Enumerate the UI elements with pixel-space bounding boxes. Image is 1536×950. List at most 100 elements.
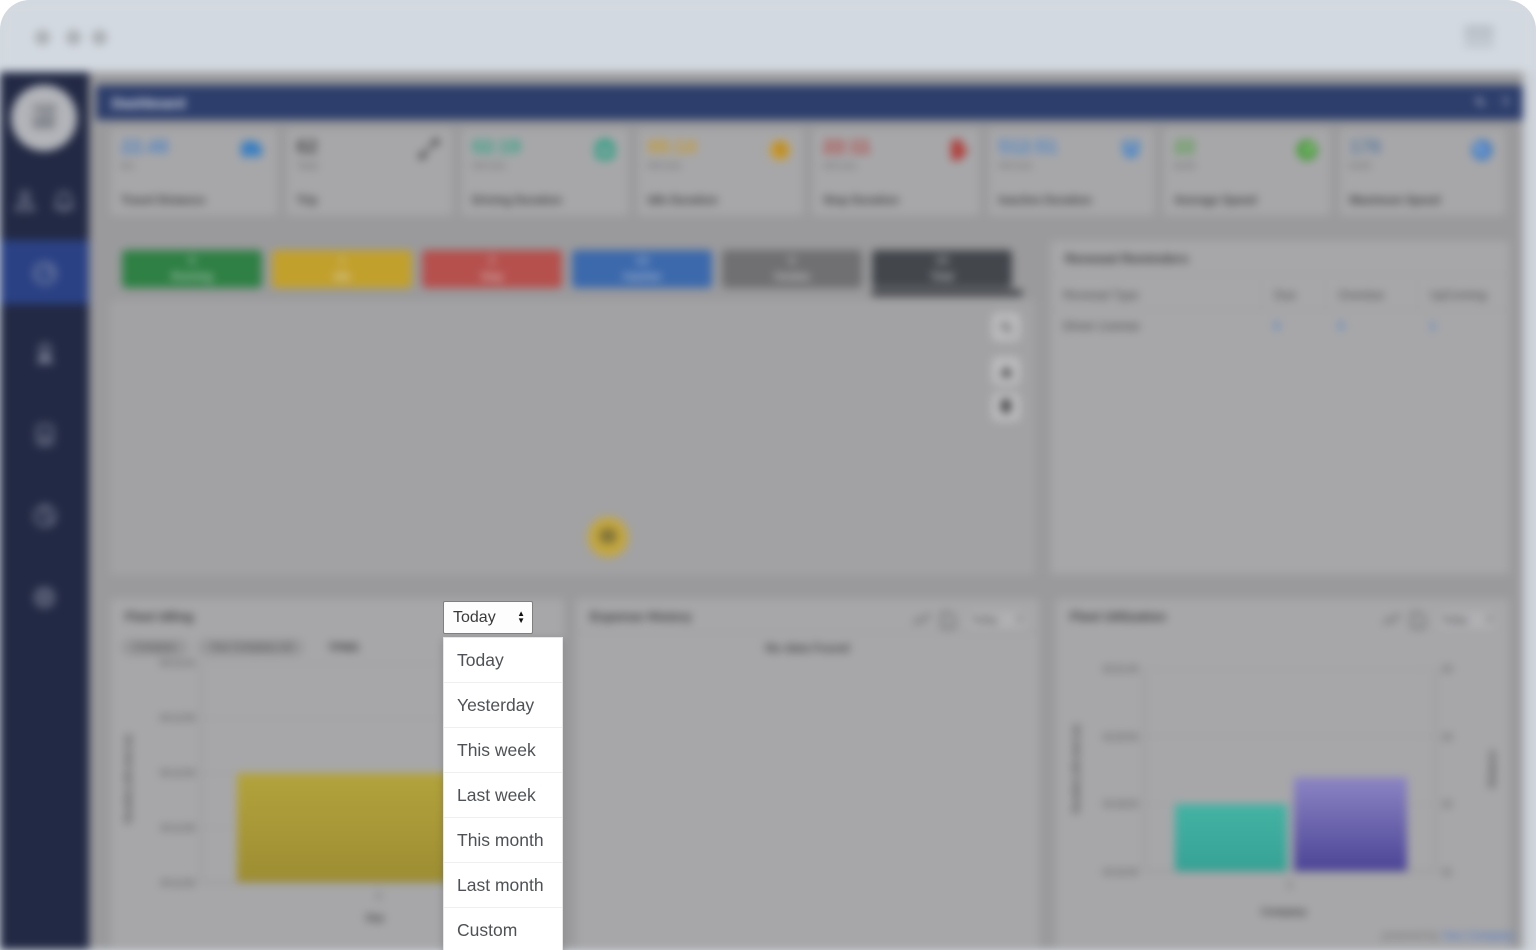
pie-chart-icon: [33, 505, 56, 527]
stat-value: 22: [1174, 137, 1196, 158]
steering-wheel-icon: [593, 139, 616, 161]
col-renewal-type: Renewal Type: [1051, 281, 1263, 310]
status-label: Idle: [333, 271, 351, 283]
option-last-month[interactable]: Last month: [444, 863, 562, 908]
col-overdue: Overdue: [1325, 281, 1418, 310]
sidebar-item-device[interactable]: [0, 403, 89, 467]
option-today[interactable]: Today: [444, 638, 562, 683]
status-label: Nodata: [774, 271, 810, 283]
gridline: [1145, 736, 1435, 738]
due-count-link[interactable]: 0: [1273, 319, 1281, 333]
line-chart-icon[interactable]: [1383, 613, 1401, 627]
breadcrumb-company-ltd[interactable]: Your Company Ltd: [197, 639, 305, 656]
page-title: Dashboard: [112, 94, 186, 111]
renewal-table: Renewal Type Due Overdue UpComing Driver…: [1051, 281, 1509, 342]
stat-unit: km: [121, 161, 135, 172]
stat-label: Driving Duration: [472, 195, 563, 207]
sidebar-item-settings[interactable]: [0, 565, 89, 629]
option-this-month[interactable]: This month: [444, 818, 562, 863]
status-button-inactive[interactable]: 14 Inactive: [572, 250, 712, 288]
status-label: Stop: [480, 271, 504, 283]
option-custom[interactable]: Custom: [457, 920, 518, 940]
y-tick-left: 02:21:40: [1102, 664, 1138, 674]
option-last-week[interactable]: Last week: [444, 773, 562, 818]
overdue-count-link[interactable]: 0: [1337, 319, 1345, 333]
stat-card-inactive-duration: 512:51 HH:mm Inactive Duration: [987, 128, 1155, 216]
upcoming-count-link[interactable]: 1: [1429, 319, 1437, 333]
sidebar-item-dashboard[interactable]: [0, 240, 89, 304]
duration-bar[interactable]: [1175, 803, 1287, 871]
map-canvas[interactable]: [110, 300, 1035, 575]
status-button-nodata[interactable]: 6 Nodata: [722, 250, 862, 288]
arrow-up-icon: [999, 365, 1013, 377]
window-dot-1[interactable]: [35, 30, 50, 45]
stat-card-trip: 62 Total Trip: [285, 128, 453, 216]
y-tick: 00:12:05: [159, 713, 195, 723]
select-spinner-icon: ▲ ▼: [517, 608, 525, 625]
utilization-chart-plot: [1144, 669, 1436, 872]
stat-unit: HH:mm: [998, 161, 1033, 172]
y-tick: 00:12:00: [159, 768, 195, 778]
status-button-idle[interactable]: 1 Idle: [272, 250, 412, 288]
window-titlebar: [0, 0, 1536, 72]
breadcrumb-company[interactable]: Company: [121, 639, 188, 656]
expense-range-select[interactable]: Today ▲ ▼: [965, 608, 1029, 632]
panel-title: Expense History: [590, 609, 692, 624]
expense-history-panel: Expense History Today ▲ ▼ No data Found: [575, 598, 1040, 948]
stat-card-driving-duration: 02:19 HH:mm Driving Duration: [461, 128, 629, 216]
line-chart-icon[interactable]: [913, 613, 931, 627]
powered-by-text: powered by: [1381, 930, 1442, 942]
magnet-icon: [1123, 140, 1139, 158]
idle-icon: [770, 140, 790, 160]
col-upcoming: UpComing: [1417, 281, 1509, 310]
driver-icon: [36, 343, 53, 364]
stat-cards-row: 22.48 km Travel Distance 62 Total: [110, 128, 1506, 216]
map-recenter-button[interactable]: [991, 356, 1021, 386]
truck-icon: [240, 141, 262, 158]
stat-value: 512:51: [998, 137, 1058, 158]
status-button-running[interactable]: 0 Running: [122, 250, 262, 288]
cluster-core: [599, 528, 617, 544]
divider: [576, 632, 1039, 633]
vehicle-cluster-marker[interactable]: [586, 515, 630, 559]
edit-icon[interactable]: ✎: [1474, 94, 1486, 110]
status-count: 1: [338, 254, 346, 267]
option-this-week[interactable]: This week: [444, 728, 562, 773]
bell-icon[interactable]: [51, 187, 77, 213]
company-logo[interactable]: YOUR LOGO HERE: [11, 85, 77, 151]
stat-unit: HH:mm: [472, 161, 506, 172]
y-axis-label-left: Duration (hh:mm:ss): [1071, 724, 1081, 814]
status-button-stop[interactable]: 2 Stop: [422, 250, 562, 288]
window-dot-3[interactable]: [92, 30, 107, 45]
select-value: Today: [1441, 614, 1468, 626]
stat-unit: Total: [296, 161, 318, 172]
footer: powered by Your Company: [1382, 930, 1514, 942]
dashboard-gauge-icon: [33, 262, 56, 285]
company-link[interactable]: Your Company: [1441, 930, 1514, 942]
logo-line: HERE: [32, 121, 56, 131]
total-active-indicator: [872, 290, 1022, 296]
select-spinner-icon: ▲ ▼: [1017, 613, 1023, 625]
distance-bar[interactable]: [1294, 776, 1407, 871]
status-button-total[interactable]: 23 Total: [872, 250, 1012, 288]
stat-unit: km/h: [1349, 161, 1372, 172]
sidebar-item-reports[interactable]: [0, 484, 89, 548]
map-search-button[interactable]: [991, 312, 1021, 342]
fleet-utilization-panel: Fleet Utilization Today ▲ ▼ Duration (hh:…: [1055, 598, 1510, 948]
utilization-range-select[interactable]: Today ▲ ▼: [1435, 608, 1499, 632]
stat-label: Inactive Duration: [998, 195, 1092, 207]
help-icon[interactable]: ?: [1501, 94, 1509, 110]
scrollbar[interactable]: [1523, 72, 1536, 950]
window-dot-2[interactable]: [66, 30, 81, 45]
export-file-icon[interactable]: [1411, 611, 1425, 629]
status-label: Total: [930, 271, 954, 283]
idling-range-select[interactable]: Today ▲ ▼: [443, 601, 533, 634]
map-marker-button[interactable]: [991, 392, 1021, 422]
stat-label: Maximum Speed: [1349, 195, 1441, 207]
user-icon[interactable]: [12, 187, 38, 213]
export-file-icon[interactable]: [941, 611, 955, 629]
option-yesterday[interactable]: Yesterday: [444, 683, 562, 728]
sidebar-item-driver[interactable]: [0, 321, 89, 385]
hamburger-menu-icon[interactable]: [1464, 27, 1494, 46]
